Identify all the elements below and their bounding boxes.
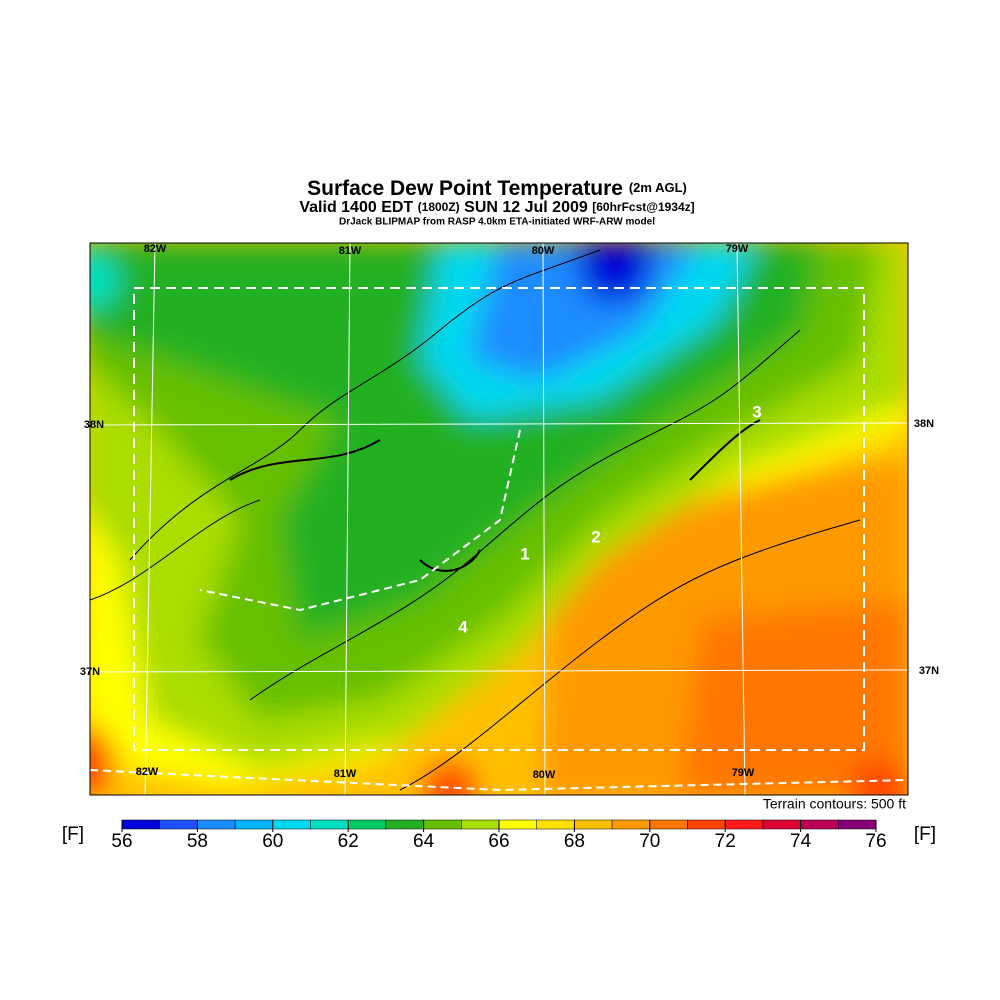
lon-label: 82W [144,243,167,255]
subtitle-date: SUN 12 Jul 2009 [464,199,588,216]
colorbar-segment [762,819,801,830]
site-label: 1 [520,544,529,563]
colorbar-segment [724,819,764,830]
site-label: 2 [591,527,600,546]
colorbar-segment [423,819,462,830]
colorbar-tick-label: 58 [187,831,208,852]
lon-label: 79W [726,243,749,255]
colorbar-segment [611,819,651,830]
subtitle-time: (1800Z) [418,200,460,214]
domain-box [133,287,865,751]
colorbar-unit: [F] [62,824,84,845]
colorbar-segment [649,819,688,830]
colorbar-segment [461,819,500,830]
title-note: (2m AGL) [629,180,687,195]
lon-label: 79W [732,767,755,779]
lon-label: 81W [339,245,362,257]
title-text: Surface Dew Point Temperature [307,177,623,200]
colorbar-segment [310,819,349,830]
subtitle-valid: Valid 1400 EDT [299,199,413,216]
colorbar-tick-label: 70 [639,831,660,852]
site-label: 4 [458,617,468,636]
colorbar-segment [121,819,160,830]
colorbar-segment [574,819,613,830]
site-label: 3 [752,402,761,421]
colorbar-segment [234,819,274,830]
colorbar-segment [536,819,575,830]
colorbar-segment [800,819,839,830]
title: Surface Dew Point Temperature (2m AGL) [307,177,687,200]
subtitle-forecast: [60hrFcst@1934z] [592,200,694,214]
terrain-note: Terrain contours: 500 ft [763,796,906,812]
lon-label: 82W [136,766,159,778]
colorbar-tick-label: 76 [865,831,886,852]
colorbar-segment [687,819,726,830]
lon-label: 80W [533,769,556,781]
colorbar-tick-label: 56 [111,831,132,852]
lat-label: 38N [914,418,934,430]
colorbar-tick-label: 74 [790,831,812,852]
colorbar-segment [838,819,877,830]
lon-label: 80W [532,245,555,257]
colorbar-tick-label: 60 [262,831,283,852]
lat-label: 37N [919,665,939,677]
lon-label: 81W [334,768,357,780]
credit: DrJack BLIPMAP from RASP 4.0km ETA-initi… [339,217,655,228]
colorbar-tick-label: 66 [488,831,509,852]
subtitle: Valid 1400 EDT (1800Z) SUN 12 Jul 2009 [… [299,199,694,216]
colorbar-tick-label: 62 [338,831,359,852]
lat-label: 38N [84,419,104,431]
colorbar-segment [197,819,236,830]
colorbar-tick-label: 64 [413,831,435,852]
colorbar-segment [498,819,537,830]
map-frame [89,242,909,796]
colorbar-segment [159,819,198,830]
lat-label: 37N [80,666,100,678]
colorbar-segment [385,819,424,830]
colorbar-tick-label: 72 [715,831,736,852]
colorbar-unit: [F] [914,824,936,845]
colorbar-segment [272,819,311,830]
colorbar-tick-label: 68 [564,831,585,852]
colorbar-segment [347,819,387,830]
dew-point-field [90,243,908,795]
